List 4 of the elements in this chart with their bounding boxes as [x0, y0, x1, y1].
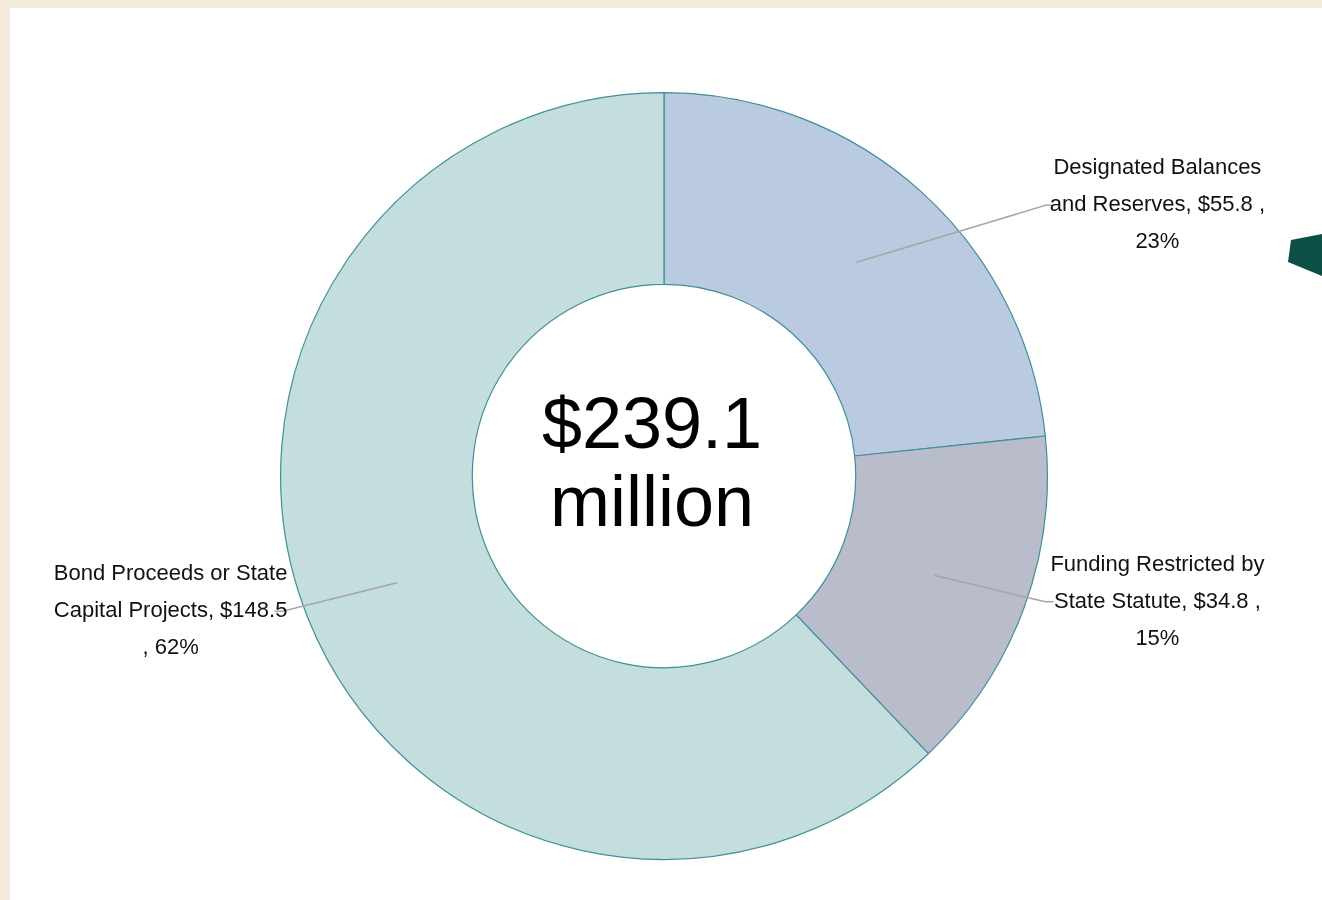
slice-label: Funding Restricted by State Statute, $34.8 , 15%: [1050, 550, 1265, 650]
slice-label: Bond Proceeds or State Capital Projects, $148.5 , 62%: [53, 560, 288, 660]
slice-label: Designated Balances and Reserves, $55.8 , 23%: [1049, 154, 1266, 254]
text: $239.1 million: [541, 382, 763, 541]
